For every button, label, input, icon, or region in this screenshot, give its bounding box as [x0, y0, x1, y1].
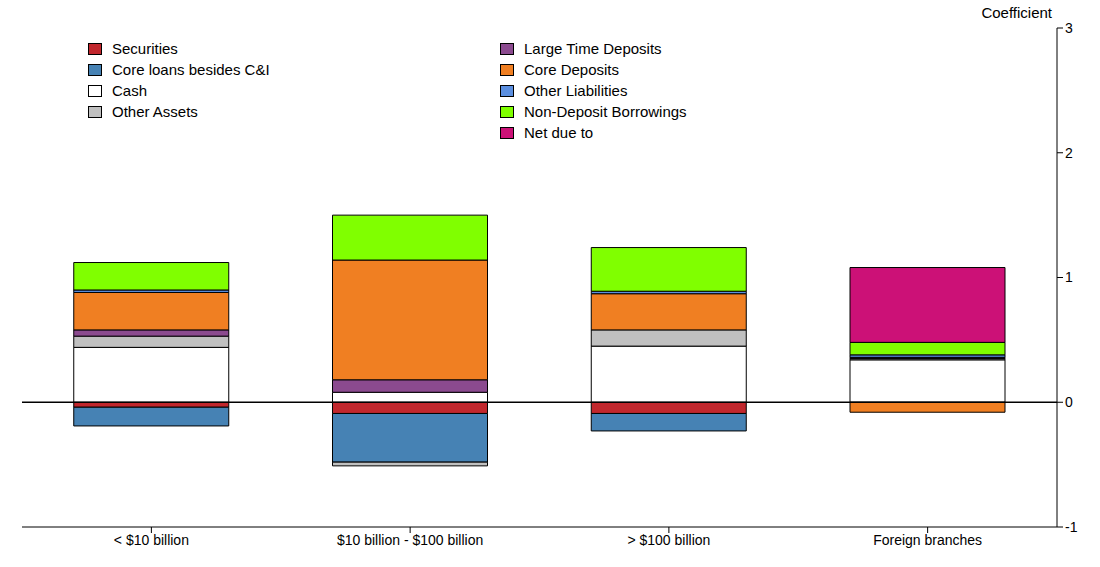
- html-text:Net due to: Net due to: [524, 124, 594, 141]
- svg-text:1: 1: [1065, 269, 1073, 285]
- html-text:Coefficient: Coefficient: [981, 4, 1052, 21]
- svg-text:$10 billion - $100 billion: $10 billion - $100 billion: [337, 532, 483, 548]
- svg-text:> $100 billion: > $100 billion: [627, 532, 710, 548]
- svg-text:0: 0: [1065, 394, 1073, 410]
- html-text:Other Liabilities: Other Liabilities: [524, 82, 628, 99]
- html-text:Securities: Securities: [112, 40, 178, 57]
- html-text:Core Deposits: Core Deposits: [524, 61, 619, 78]
- svg-text:3: 3: [1065, 20, 1073, 36]
- html-text:Non-Deposit Borrowings: Non-Deposit Borrowings: [524, 103, 687, 120]
- svg-text:-1: -1: [1065, 519, 1078, 535]
- html-text:Cash: Cash: [112, 82, 147, 99]
- html-text:Other Assets: Other Assets: [112, 103, 198, 120]
- svg-text:Foreign branches: Foreign branches: [873, 532, 982, 548]
- html-text:Large Time Deposits: Large Time Deposits: [524, 40, 662, 57]
- svg-text:2: 2: [1065, 145, 1073, 161]
- html-text:Core loans besides C&I: Core loans besides C&I: [112, 61, 270, 78]
- svg-text:< $10 billion: < $10 billion: [114, 532, 189, 548]
